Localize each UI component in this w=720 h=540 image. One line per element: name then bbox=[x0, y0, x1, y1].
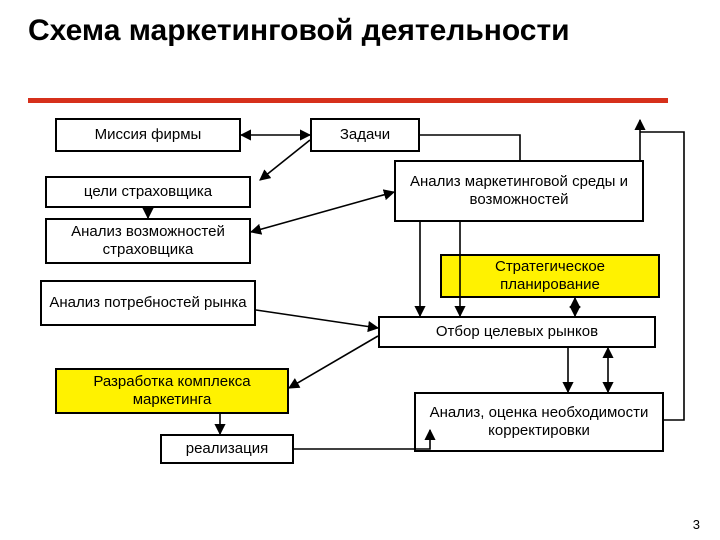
node-opp: Анализ возможностей страховщика bbox=[45, 218, 251, 264]
edge-6 bbox=[256, 310, 378, 328]
edge-14 bbox=[294, 430, 430, 449]
title-rule bbox=[28, 98, 668, 103]
page-title: Схема маркетинговой деятельности bbox=[28, 14, 570, 49]
node-impl: реализация bbox=[160, 434, 294, 464]
node-mission: Миссия фирмы bbox=[55, 118, 241, 152]
edge-12 bbox=[289, 336, 378, 388]
node-tasks: Задачи bbox=[310, 118, 420, 152]
node-mix: Разработка комплекса маркетинга bbox=[55, 368, 289, 414]
edge-5 bbox=[251, 192, 394, 232]
node-needs: Анализ потребностей рынка bbox=[40, 280, 256, 326]
edge-1 bbox=[260, 140, 310, 180]
page-number: 3 bbox=[693, 517, 700, 532]
node-goals: цели страховщика bbox=[45, 176, 251, 208]
edge-3 bbox=[420, 135, 520, 160]
node-adjust: Анализ, оценка необходимости корректиров… bbox=[414, 392, 664, 452]
node-strat: Стратегическое планирование bbox=[440, 254, 660, 298]
node-env: Анализ маркетинговой среды и возможносте… bbox=[394, 160, 644, 222]
node-target: Отбор целевых рынков bbox=[378, 316, 656, 348]
